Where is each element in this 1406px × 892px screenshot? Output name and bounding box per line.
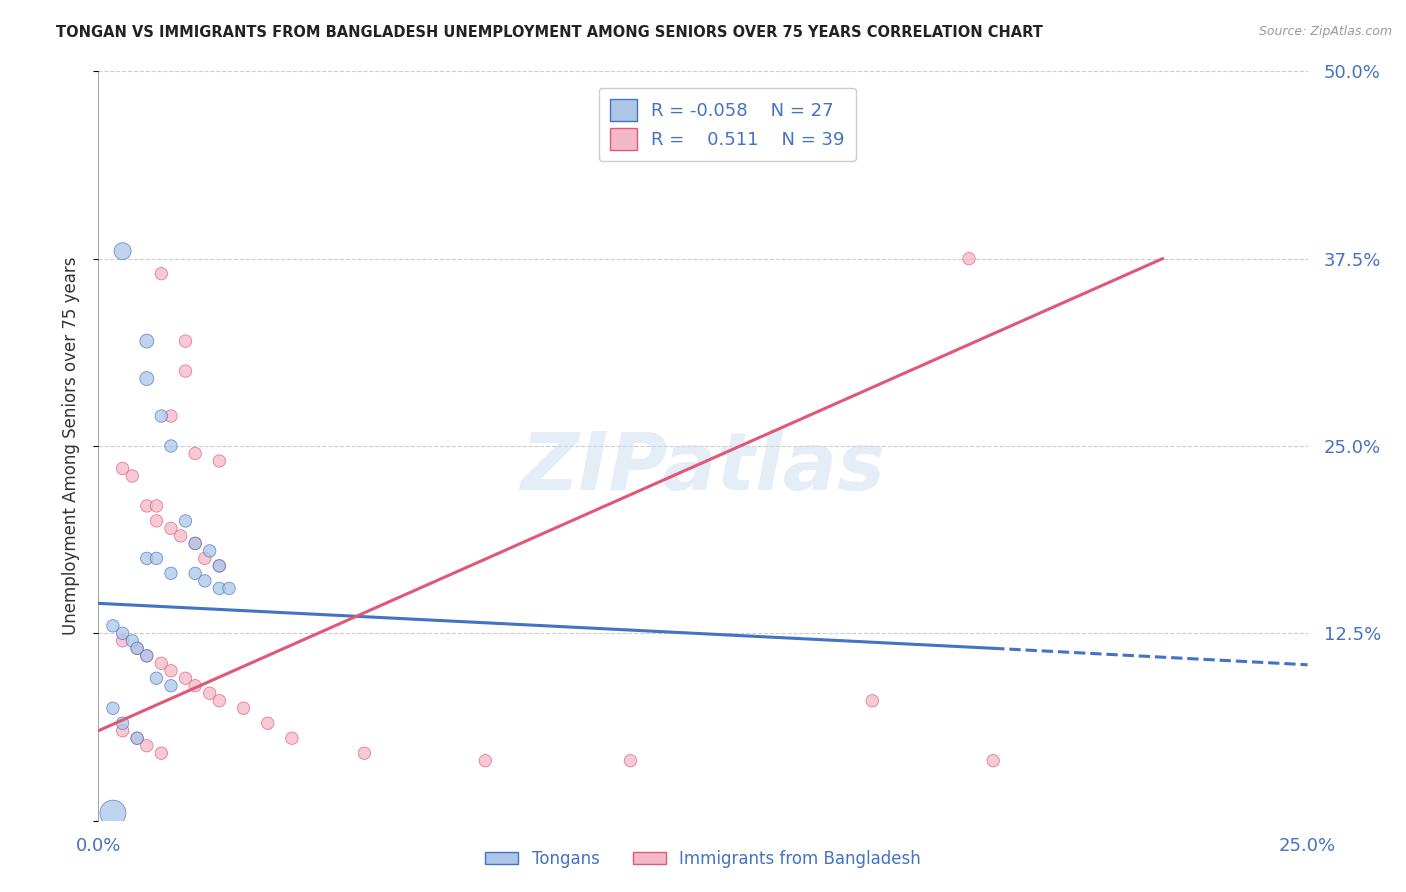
Text: Source: ZipAtlas.com: Source: ZipAtlas.com [1258, 25, 1392, 38]
Point [160, 566, 183, 581]
Point [127, 641, 149, 656]
Point [184, 566, 207, 581]
Text: TONGAN VS IMMIGRANTS FROM BANGLADESH UNEMPLOYMENT AMONG SENIORS OVER 75 YEARS CO: TONGAN VS IMMIGRANTS FROM BANGLADESH UNE… [56, 25, 1043, 40]
Point [174, 514, 197, 528]
Point [1152, 57, 1174, 71]
Point [474, 754, 496, 768]
Point [150, 409, 173, 423]
Point [135, 739, 157, 753]
Point [208, 558, 231, 573]
Point [208, 558, 231, 573]
Point [127, 731, 149, 746]
Point [208, 454, 231, 468]
Point [208, 582, 231, 596]
Point [135, 648, 157, 663]
Point [160, 521, 183, 535]
Point [160, 439, 183, 453]
Point [160, 409, 183, 423]
Point [184, 536, 207, 550]
Point [198, 544, 221, 558]
Point [127, 641, 149, 656]
Legend: Tongans, Immigrants from Bangladesh: Tongans, Immigrants from Bangladesh [478, 844, 928, 875]
Point [194, 551, 217, 566]
Point [145, 499, 167, 513]
Point [174, 334, 197, 348]
Point [619, 754, 641, 768]
Point [256, 716, 278, 731]
Point [174, 364, 197, 378]
Point [111, 633, 134, 648]
Point [111, 723, 134, 738]
Point [101, 806, 124, 821]
Y-axis label: Unemployment Among Seniors over 75 years: Unemployment Among Seniors over 75 years [62, 257, 80, 635]
Point [150, 267, 173, 281]
Point [111, 244, 134, 259]
Point [135, 648, 157, 663]
Point [174, 671, 197, 685]
Point [150, 746, 173, 760]
Point [281, 731, 304, 746]
Point [208, 694, 231, 708]
Point [218, 582, 240, 596]
Point [135, 334, 157, 348]
Point [160, 679, 183, 693]
Point [145, 551, 167, 566]
Point [194, 574, 217, 588]
Point [101, 701, 124, 715]
Point [860, 694, 883, 708]
Point [111, 461, 134, 475]
Point [145, 671, 167, 685]
Point [184, 536, 207, 550]
Point [111, 626, 134, 640]
Point [121, 633, 143, 648]
Point [121, 469, 143, 483]
Point [111, 716, 134, 731]
Point [101, 619, 124, 633]
Point [981, 754, 1004, 768]
Point [127, 731, 149, 746]
Point [232, 701, 254, 715]
Point [145, 514, 167, 528]
Point [135, 371, 157, 385]
Point [150, 657, 173, 671]
Point [169, 529, 191, 543]
Text: ZIPatlas: ZIPatlas [520, 429, 886, 508]
Point [198, 686, 221, 700]
Point [160, 664, 183, 678]
Legend: R = -0.058    N = 27, R =    0.511    N = 39: R = -0.058 N = 27, R = 0.511 N = 39 [599, 88, 855, 161]
Point [353, 746, 375, 760]
Point [184, 679, 207, 693]
Point [135, 499, 157, 513]
Point [135, 551, 157, 566]
Point [184, 446, 207, 460]
Point [957, 252, 980, 266]
